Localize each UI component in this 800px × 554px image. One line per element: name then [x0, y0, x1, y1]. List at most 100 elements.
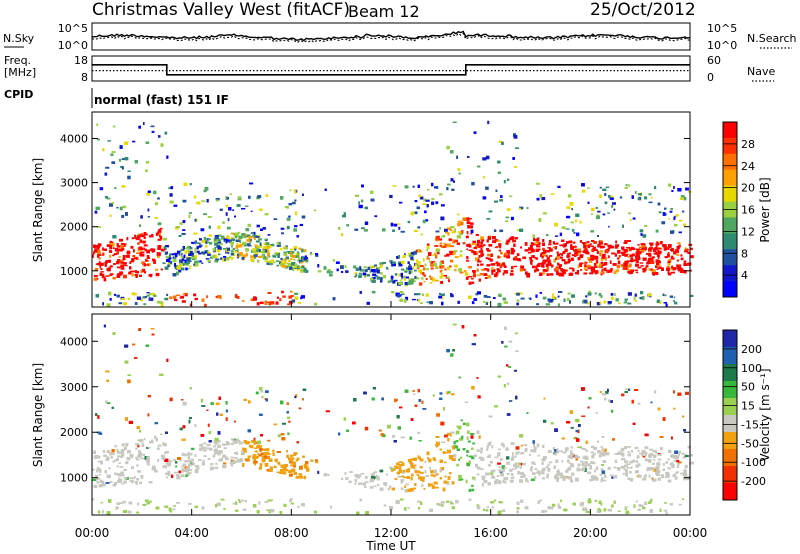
radar-cell — [587, 292, 592, 296]
radar-cell — [413, 229, 418, 232]
radar-cell — [258, 238, 262, 241]
radar-cell — [300, 261, 303, 264]
radar-cell — [561, 269, 566, 272]
radar-cell — [482, 157, 487, 161]
radar-cell — [214, 247, 217, 250]
radar-cell — [569, 267, 574, 270]
radar-cell — [223, 256, 227, 258]
radar-cell — [170, 186, 173, 190]
radar-cell — [159, 232, 161, 235]
radar-cell — [426, 243, 430, 247]
radar-cell — [487, 236, 491, 240]
radar-cell — [247, 243, 251, 246]
radar-cell — [379, 264, 383, 268]
radar-cell — [164, 248, 167, 251]
radar-cell — [269, 260, 273, 263]
station-title: Christmas Valley West (fitACF) — [92, 0, 350, 20]
radar-cell — [255, 236, 260, 238]
radar-cell — [668, 244, 672, 248]
radar-cell — [120, 244, 124, 249]
radar-cell — [131, 237, 135, 240]
radar-cell — [151, 234, 154, 238]
freq-left-tick-top: 18 — [74, 54, 88, 67]
radar-cell — [591, 248, 595, 253]
radar-cell — [217, 295, 221, 299]
radar-cell — [303, 257, 307, 261]
radar-cell — [112, 254, 115, 257]
radar-cell — [435, 279, 439, 282]
radar-cell — [623, 262, 627, 264]
radar-cell — [593, 249, 598, 251]
noise-right-tick-bottom: 10^0 — [707, 39, 737, 52]
radar-cell — [596, 251, 600, 254]
radar-cell — [530, 242, 534, 246]
radar-cell — [245, 205, 249, 207]
radar-cell — [257, 195, 262, 198]
radar-cell — [607, 301, 612, 304]
radar-cell — [559, 244, 563, 247]
radar-cell — [280, 263, 284, 266]
radar-cell — [241, 256, 245, 260]
radar-cell — [429, 276, 433, 279]
radar-cell — [280, 227, 285, 230]
radar-cell — [480, 263, 484, 266]
radar-cell — [179, 251, 182, 256]
radar-cell — [404, 299, 407, 303]
radar-cell — [208, 234, 212, 237]
radar-cell — [470, 229, 474, 233]
radar-cell — [577, 257, 581, 261]
radar-cell — [162, 246, 165, 248]
radar-cell — [156, 252, 161, 256]
radar-cell — [451, 252, 456, 255]
radar-cell — [258, 249, 261, 252]
radar-cell — [635, 271, 639, 274]
radar-cell — [618, 302, 621, 305]
radar-cell — [445, 230, 448, 234]
radar-cell — [286, 217, 291, 221]
radar-cell — [556, 242, 559, 245]
radar-cell — [134, 256, 137, 260]
radar-cell — [392, 229, 395, 232]
radar-cell — [105, 196, 108, 199]
radar-cell — [450, 178, 454, 182]
radar-cell — [183, 182, 188, 186]
radar-cell — [537, 248, 540, 251]
radar-cell — [644, 225, 648, 227]
radar-cell — [559, 253, 562, 255]
radar-cell — [164, 246, 166, 248]
radar-cell — [642, 234, 647, 238]
radar-cell — [554, 222, 558, 227]
radar-cell — [624, 260, 628, 263]
radar-cell — [671, 190, 674, 192]
radar-cell — [440, 216, 445, 221]
radar-cell — [475, 257, 478, 261]
radar-cell — [116, 251, 119, 255]
radar-cell — [552, 246, 556, 248]
radar-cell — [618, 255, 621, 258]
radar-cell — [610, 293, 614, 296]
radar-cell — [647, 260, 652, 264]
radar-cell — [93, 244, 96, 248]
radar-cell — [134, 274, 138, 277]
radar-cell — [181, 300, 186, 303]
radar-cell — [603, 262, 608, 266]
radar-cell — [93, 251, 95, 255]
radar-cell — [517, 258, 521, 260]
radar-cell — [232, 209, 235, 212]
radar-cell — [600, 240, 603, 243]
radar-cell — [238, 235, 243, 239]
radar-cell — [673, 251, 677, 255]
radar-cell — [465, 235, 469, 239]
radar-cell — [214, 242, 218, 246]
radar-cell — [637, 244, 640, 246]
radar-cell — [370, 277, 374, 281]
radar-cell — [673, 216, 676, 221]
radar-cell — [516, 292, 520, 296]
radar-cell — [539, 248, 541, 251]
radar-cell — [438, 238, 442, 241]
radar-cell — [345, 270, 349, 273]
radar-cell — [422, 267, 426, 271]
radar-cell — [410, 259, 415, 261]
radar-cell — [627, 292, 632, 296]
radar-cell — [555, 257, 557, 260]
